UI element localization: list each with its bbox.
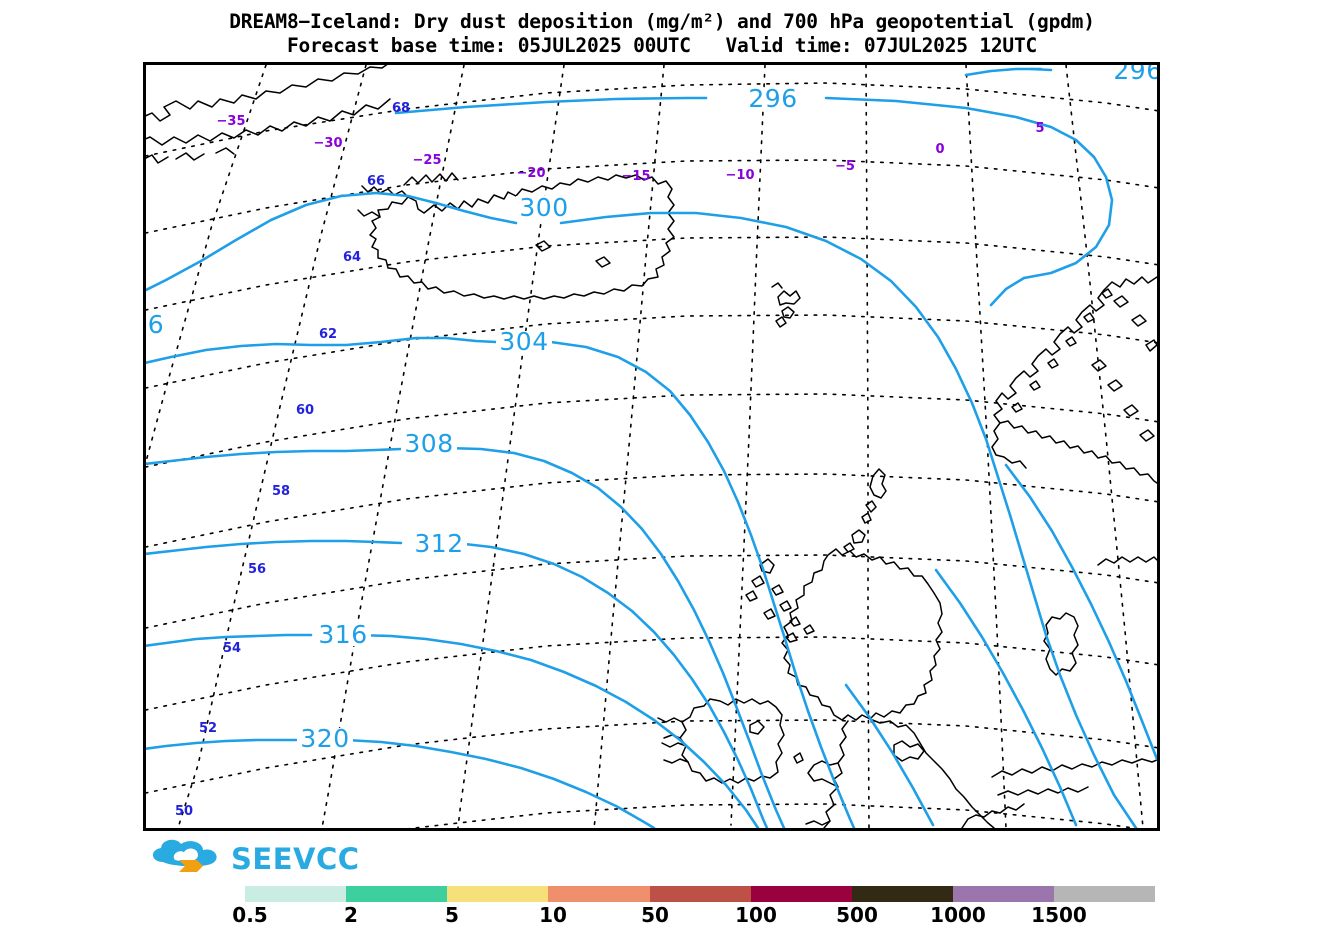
lat-label: 66: [367, 174, 385, 189]
colorbar-tick: 50: [641, 903, 669, 927]
title-line-times: Forecast base time: 05JUL2025 00UTC Vali…: [286, 34, 1038, 57]
arrow-icon: [179, 860, 203, 872]
colorbar-tick: 5: [445, 903, 459, 927]
contour-308: [146, 447, 403, 466]
cloud-icon: [152, 839, 217, 867]
colorbar-segment: [447, 886, 548, 902]
contour-label: 296: [1113, 65, 1157, 85]
longitude-labels: −35 −30 −25 −20 −15 −10 −5 0 5: [217, 114, 1045, 184]
lon-label: −10: [726, 168, 755, 183]
colorbar-segment: [953, 886, 1054, 902]
map-frame: 296 296 300 6 304 308 312 316 320: [143, 62, 1160, 831]
lon-label: −30: [314, 136, 343, 151]
logo-svg: SEEVCCC: [152, 839, 381, 876]
lat-label: 62: [319, 327, 337, 342]
colorbar-segment: [852, 886, 953, 902]
lon-label: 0: [935, 142, 944, 157]
contour-320: [146, 738, 298, 750]
colorbar-segment: [650, 886, 751, 902]
contour-label: 312: [414, 529, 463, 558]
colorbar-segment: [245, 886, 346, 902]
lat-label: 54: [223, 641, 241, 656]
map-canvas: 296 296 300 6 304 308 312 316 320: [146, 65, 1157, 828]
contour-label: 6: [148, 310, 164, 339]
page-title: DREAM8−Iceland: Dry dust deposition (mg/…: [0, 10, 1324, 58]
contour-label-group: 296 296 300 6 304 308 312 316 320: [148, 65, 1157, 753]
parallel-lines: [146, 82, 1157, 828]
lat-label: 60: [296, 403, 314, 418]
lat-label: 58: [272, 484, 290, 499]
contour-label: 304: [499, 327, 548, 356]
seevccc-logo: SEEVCCC: [145, 836, 381, 876]
geopotential-contours: [146, 67, 1157, 828]
contour-304: [146, 336, 498, 365]
colorbar-segment: [346, 886, 447, 902]
colorbar-tick: 500: [836, 903, 878, 927]
colorbar: [245, 886, 1155, 902]
contour-312: [146, 539, 403, 556]
lon-label: −20: [517, 166, 546, 181]
colorbar-tick: 1000: [930, 903, 986, 927]
latitude-labels: 68 66 64 62 60 58 56 54 52 50: [175, 101, 410, 819]
title-line-variable: DREAM8−Iceland: Dry dust deposition (mg/…: [229, 10, 1095, 33]
contour-label: 316: [318, 620, 367, 649]
colorbar-tick: 0.5: [232, 903, 268, 927]
lon-label: −25: [413, 153, 442, 168]
lat-label: 56: [248, 562, 266, 577]
meridian-lines: [146, 65, 1144, 828]
colorbar-segment: [1054, 886, 1155, 902]
contour-316: [146, 633, 313, 647]
colorbar-tick-labels: 0.5 2 5 10 50 100 500 1000 1500: [205, 903, 1205, 929]
contour-label: 300: [519, 193, 568, 222]
lon-label: −35: [217, 114, 246, 129]
lon-label: −5: [835, 159, 855, 174]
colorbar-tick: 10: [539, 903, 567, 927]
lon-label: 5: [1035, 121, 1044, 136]
coastlines: [146, 65, 1157, 828]
lon-label: −15: [622, 169, 651, 184]
lat-label: 50: [175, 804, 193, 819]
contour-label: 308: [404, 429, 453, 458]
colorbar-tick: 100: [735, 903, 777, 927]
colorbar-segment: [751, 886, 852, 902]
contour-label: 320: [300, 724, 349, 753]
colorbar-tick: 1500: [1031, 903, 1087, 927]
lat-label: 52: [199, 721, 217, 736]
contour-300: [146, 191, 518, 292]
colorbar-segment: [548, 886, 650, 902]
lat-label: 68: [392, 101, 410, 116]
lat-label: 64: [343, 250, 361, 265]
colorbar-tick: 2: [344, 903, 358, 927]
logo-text: SEEVCCC: [231, 842, 360, 876]
contour-296: [394, 96, 708, 115]
contour-label: 296: [748, 84, 797, 113]
